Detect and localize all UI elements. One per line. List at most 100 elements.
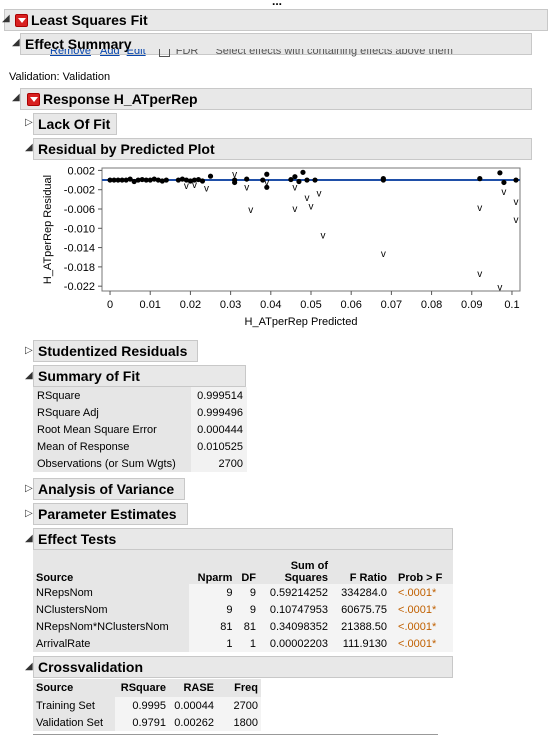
summary-fit-value: 0.010525 — [191, 438, 247, 455]
response-header[interactable]: Response H_ATperRep — [20, 88, 532, 110]
crossvalidation-header[interactable]: Crossvalidation — [33, 656, 453, 678]
col-f-ratio: F Ratio — [330, 550, 391, 584]
cv-col-rase: RASE — [169, 679, 217, 697]
training-point — [151, 176, 157, 182]
summary-fit-value: 0.000444 — [191, 421, 247, 438]
cv-rsquare: 0.9791 — [115, 714, 169, 731]
parameter-estimates-header[interactable]: Parameter Estimates — [33, 503, 188, 525]
collapse-arrow-icon[interactable]: ◢ — [12, 92, 20, 103]
least-squares-fit-header[interactable]: Least Squares Fit — [4, 9, 548, 31]
training-point — [163, 177, 169, 183]
effect-tests-header[interactable]: Effect Tests — [33, 528, 453, 550]
training-point — [304, 177, 310, 183]
collapse-arrow-icon[interactable]: ◢ — [12, 37, 20, 48]
parameter-estimates-title: Parameter Estimates — [38, 506, 177, 522]
training-point — [119, 177, 125, 183]
studentized-residuals-header[interactable]: Studentized Residuals — [33, 340, 198, 362]
crossval-row: Validation Set 0.9791 0.00262 1800 — [33, 714, 261, 731]
bottom-divider — [33, 734, 438, 735]
x-tick-label: 0.01 — [140, 299, 161, 311]
training-point — [300, 169, 306, 175]
effect-pvalue: <.0001* — [390, 584, 453, 601]
effect-source: NClustersNom — [33, 601, 189, 618]
training-point — [183, 177, 190, 183]
y-tick-label: 0.002 — [67, 165, 95, 177]
effect-tests-table: Source Nparm DF Sum of Squares F Ratio P… — [33, 550, 453, 652]
validation-point: v — [292, 204, 297, 215]
effect-summary-header[interactable]: Effect Summary — [20, 33, 532, 55]
lack-of-fit-title: Lack Of Fit — [38, 116, 111, 132]
effect-summary-hidden-row: Remove Add Edit FDR Select effects with … — [50, 49, 520, 58]
edit-link[interactable]: Edit — [126, 49, 146, 57]
summary-of-fit-header[interactable]: Summary of Fit — [33, 365, 246, 387]
col-nparm: Nparm — [189, 550, 236, 584]
training-point — [264, 171, 270, 177]
summary-fit-label: Root Mean Square Error — [33, 421, 191, 438]
effect-nparm: 9 — [189, 601, 236, 618]
analysis-of-variance-header[interactable]: Analysis of Variance — [33, 478, 185, 500]
effect-test-row: NClustersNom 9 9 0.10747953 60675.75 <.0001* — [33, 601, 453, 618]
training-point — [232, 179, 238, 186]
cv-rase: 0.00044 — [169, 697, 217, 714]
summary-fit-row: RSquare 0.999514 — [33, 387, 247, 404]
expand-arrow-icon[interactable]: ▷ — [25, 508, 33, 519]
x-tick-label: 0.08 — [421, 299, 442, 311]
summary-fit-value: 0.999496 — [191, 404, 247, 421]
studentized-residuals-title: Studentized Residuals — [38, 343, 188, 359]
cv-rsquare: 0.9995 — [115, 697, 169, 714]
summary-fit-label: RSquare Adj — [33, 404, 191, 421]
effect-ss: 0.10747953 — [258, 601, 331, 618]
training-point — [135, 177, 141, 183]
analysis-of-variance-title: Analysis of Variance — [38, 481, 175, 497]
collapse-arrow-icon[interactable]: ◢ — [25, 533, 33, 544]
fdr-checkbox[interactable] — [158, 49, 170, 57]
collapse-arrow-icon[interactable]: ◢ — [25, 142, 33, 153]
x-tick-label: 0.02 — [180, 299, 201, 311]
cv-rase: 0.00262 — [169, 714, 217, 731]
crossvalidation-title: Crossvalidation — [38, 659, 144, 675]
expand-arrow-icon[interactable]: ▷ — [25, 483, 33, 494]
summary-fit-row: Observations (or Sum Wgts) 2700 — [33, 455, 247, 472]
x-tick-label: 0.03 — [220, 299, 241, 311]
summary-fit-value: 2700 — [191, 455, 247, 472]
validation-point: v — [309, 202, 314, 213]
collapse-arrow-icon[interactable]: ◢ — [25, 370, 33, 381]
col-prob-f: Prob > F — [390, 550, 453, 584]
x-tick-label: 0.04 — [260, 299, 281, 311]
residual-plot-header[interactable]: Residual by Predicted Plot — [33, 138, 532, 160]
collapse-arrow-icon[interactable]: ◢ — [2, 13, 10, 24]
effect-df: 1 — [235, 635, 259, 652]
effect-pvalue: <.0001* — [390, 635, 453, 652]
effect-ss: 0.00002203 — [258, 635, 331, 652]
remove-link[interactable]: Remove — [50, 49, 91, 57]
lack-of-fit-header[interactable]: Lack Of Fit — [33, 113, 117, 135]
least-squares-fit-title: Least Squares Fit — [31, 12, 148, 28]
residual-plot-title: Residual by Predicted Plot — [38, 141, 215, 157]
add-link[interactable]: Add — [100, 49, 120, 57]
training-point — [187, 178, 194, 184]
validation-point: v — [232, 169, 237, 180]
red-triangle-menu-icon[interactable] — [27, 93, 40, 106]
expand-arrow-icon[interactable]: ▷ — [25, 117, 33, 128]
x-tick-label: 0.09 — [461, 299, 482, 311]
validation-point: v — [381, 249, 386, 260]
validation-point: v — [477, 203, 482, 214]
col-df: DF — [235, 550, 259, 584]
training-point — [159, 178, 165, 184]
summary-fit-label: RSquare — [33, 387, 191, 404]
cv-source: Training Set — [33, 697, 115, 714]
top-menu-fragment[interactable]: ... — [272, 0, 283, 8]
effect-nparm: 1 — [189, 635, 236, 652]
red-triangle-menu-icon[interactable] — [15, 14, 28, 27]
effect-source: NRepsNom — [33, 584, 189, 601]
summary-fit-value: 0.999514 — [191, 387, 247, 404]
training-point — [155, 177, 161, 183]
collapse-arrow-icon[interactable]: ◢ — [25, 661, 33, 672]
cv-col-freq: Freq — [217, 679, 261, 697]
effect-source: NRepsNom*NClustersNom — [33, 618, 189, 635]
fdr-label: FDR — [175, 49, 199, 57]
training-point — [260, 177, 266, 183]
summary-fit-row: RSquare Adj 0.999496 — [33, 404, 247, 421]
expand-arrow-icon[interactable]: ▷ — [25, 345, 33, 356]
summary-fit-row: Root Mean Square Error 0.000444 — [33, 421, 247, 438]
